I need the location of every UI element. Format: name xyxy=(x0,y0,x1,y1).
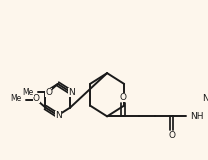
Text: O: O xyxy=(168,131,175,140)
Text: Me: Me xyxy=(10,94,21,103)
Text: NH: NH xyxy=(190,112,204,121)
Text: N: N xyxy=(68,88,74,97)
Text: O: O xyxy=(120,93,127,102)
Text: O: O xyxy=(45,88,52,97)
Text: N: N xyxy=(202,94,208,103)
Text: N: N xyxy=(55,111,62,120)
Text: Me: Me xyxy=(22,88,34,97)
Text: O: O xyxy=(33,94,40,103)
